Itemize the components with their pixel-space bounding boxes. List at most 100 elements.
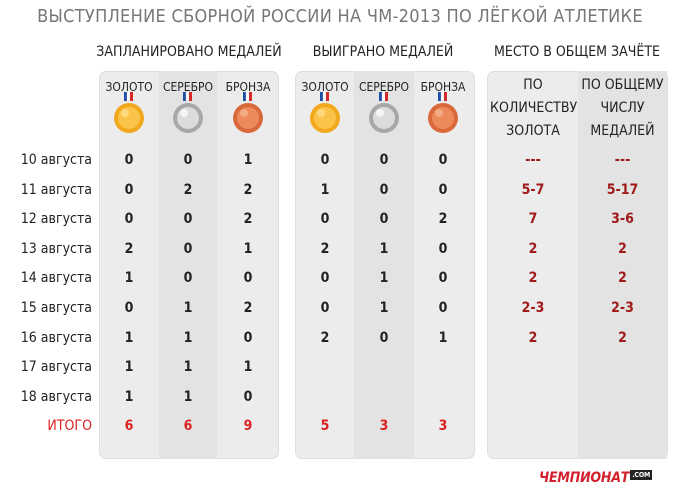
won-medal-count: 1: [379, 270, 389, 286]
won-medal-count: 2: [320, 241, 330, 257]
won-medal-count: 1: [320, 182, 330, 198]
won-medal-count: 0: [438, 152, 448, 168]
planned-medal-count: 0: [124, 300, 134, 316]
logo-text: ЧЕМПИОНАТ: [539, 470, 630, 486]
planned-medal-count: 0: [124, 211, 134, 227]
won-medal-count: 0: [320, 270, 330, 286]
won-medal-count: 0: [438, 182, 448, 198]
won-medal-count: 0: [438, 300, 448, 316]
won-gold-label: ЗОЛОТО: [301, 80, 349, 94]
bronze-medal-icon: [233, 92, 263, 133]
page-title: ВЫСТУПЛЕНИЕ СБОРНОЙ РОССИИ НА ЧМ-2013 ПО…: [37, 6, 643, 27]
planned-total: 6: [183, 418, 193, 434]
planned-medal-count: 1: [183, 359, 193, 375]
row-date-label: 16 августа: [20, 330, 92, 346]
won-total: 3: [379, 418, 389, 434]
won-medal-count: 2: [438, 211, 448, 227]
won-medal-count: 0: [379, 330, 389, 346]
planned-medal-count: 0: [124, 152, 134, 168]
won-medal-count: 2: [320, 330, 330, 346]
won-medal-count: 0: [320, 211, 330, 227]
place-total-column: [578, 71, 667, 459]
planned-gold-label: ЗОЛОТО: [105, 80, 153, 94]
planned-medal-count: 0: [183, 241, 193, 257]
planned-silver-label: СЕРЕБРО: [162, 80, 214, 94]
overall-place-value: 5-7: [521, 182, 545, 198]
planned-silver-column: [159, 71, 217, 459]
overall-place-header: МЕСТО В ОБЩЕМ ЗАЧЁТЕ: [494, 44, 660, 60]
won-total: 5: [320, 418, 330, 434]
row-date-label: 10 августа: [20, 152, 92, 168]
planned-medal-count: 2: [183, 182, 193, 198]
planned-medal-count: 0: [183, 211, 193, 227]
overall-place-value: 5-17: [606, 182, 639, 198]
row-date-label: 18 августа: [20, 389, 92, 405]
overall-place-value: 2: [618, 241, 627, 257]
planned-medals-header: ЗАПЛАНИРОВАНО МЕДАЛЕЙ: [96, 44, 282, 60]
championat-logo: ЧЕМПИОНАТ .COM: [539, 470, 653, 486]
planned-medal-count: 1: [183, 389, 193, 405]
bronze-medal-icon: [428, 92, 458, 133]
rank-by-gold-line: КОЛИЧЕСТВУ: [490, 100, 578, 116]
won-medal-count: 0: [438, 270, 448, 286]
planned-medal-count: 0: [183, 270, 193, 286]
won-medal-count: 0: [320, 152, 330, 168]
won-medal-count: 0: [438, 241, 448, 257]
row-date-label: 11 августа: [20, 182, 92, 198]
won-medal-count: 0: [379, 182, 389, 198]
won-medal-count: 1: [379, 300, 389, 316]
planned-medal-count: 1: [243, 359, 253, 375]
overall-place-value: 2: [618, 270, 627, 286]
overall-place-value: 2-3: [611, 300, 634, 316]
row-date-label: 12 августа: [20, 211, 92, 227]
gold-medal-icon: [310, 92, 340, 133]
overall-place-value: 2-3: [521, 300, 545, 316]
row-date-label: 14 августа: [20, 270, 92, 286]
won-total: 3: [438, 418, 448, 434]
overall-place-value: 2: [528, 330, 538, 346]
gold-medal-icon: [114, 92, 144, 133]
planned-medal-count: 1: [124, 330, 134, 346]
silver-medal-icon: [369, 92, 399, 133]
row-date-label: 17 августа: [20, 359, 92, 375]
planned-medal-count: 1: [243, 241, 253, 257]
totals-label: ИТОГО: [47, 418, 92, 434]
planned-total: 9: [243, 418, 253, 434]
planned-medal-count: 0: [243, 330, 253, 346]
rank-by-total-line: МЕДАЛЕЙ: [590, 123, 655, 139]
rank-by-total-header: ПО ОБЩЕМУ ЧИСЛУ МЕДАЛЕЙ: [578, 74, 667, 143]
planned-medal-count: 0: [124, 182, 134, 198]
planned-medal-count: 2: [243, 182, 253, 198]
silver-medal-icon: [173, 92, 203, 133]
planned-medal-count: 2: [243, 300, 253, 316]
planned-medal-count: 1: [124, 359, 134, 375]
planned-medal-count: 1: [124, 270, 134, 286]
overall-place-value: 2: [618, 330, 627, 346]
won-medal-count: 0: [320, 300, 330, 316]
planned-medal-count: 1: [124, 389, 134, 405]
won-medals-header: ВЫИГРАНО МЕДАЛЕЙ: [312, 44, 454, 60]
row-date-label: 13 августа: [20, 241, 92, 257]
rank-by-gold-header: ПО КОЛИЧЕСТВУ ЗОЛОТА: [490, 74, 578, 143]
planned-medal-count: 2: [124, 241, 134, 257]
overall-place-value: 3-6: [611, 211, 634, 227]
rank-by-gold-line: ЗОЛОТА: [506, 123, 560, 139]
logo-suffix: .COM: [630, 470, 653, 480]
rank-by-gold-line: ПО: [523, 77, 543, 93]
won-medal-count: 0: [379, 152, 389, 168]
overall-place-value: 2: [528, 241, 538, 257]
won-medal-count: 1: [438, 330, 448, 346]
won-silver-column: [354, 71, 414, 459]
rank-by-total-line: ЧИСЛУ: [600, 100, 645, 116]
planned-medal-count: 1: [243, 152, 253, 168]
planned-medal-count: 1: [183, 300, 193, 316]
overall-place-value: ---: [525, 152, 541, 168]
planned-medal-count: 0: [243, 389, 253, 405]
overall-place-value: ---: [614, 152, 631, 168]
planned-medal-count: 0: [243, 270, 253, 286]
planned-total: 6: [124, 418, 134, 434]
planned-medal-count: 1: [183, 330, 193, 346]
rank-by-total-line: ПО ОБЩЕМУ: [581, 77, 664, 93]
row-date-label: 15 августа: [20, 300, 92, 316]
planned-bronze-label: БРОНЗА: [225, 80, 271, 94]
